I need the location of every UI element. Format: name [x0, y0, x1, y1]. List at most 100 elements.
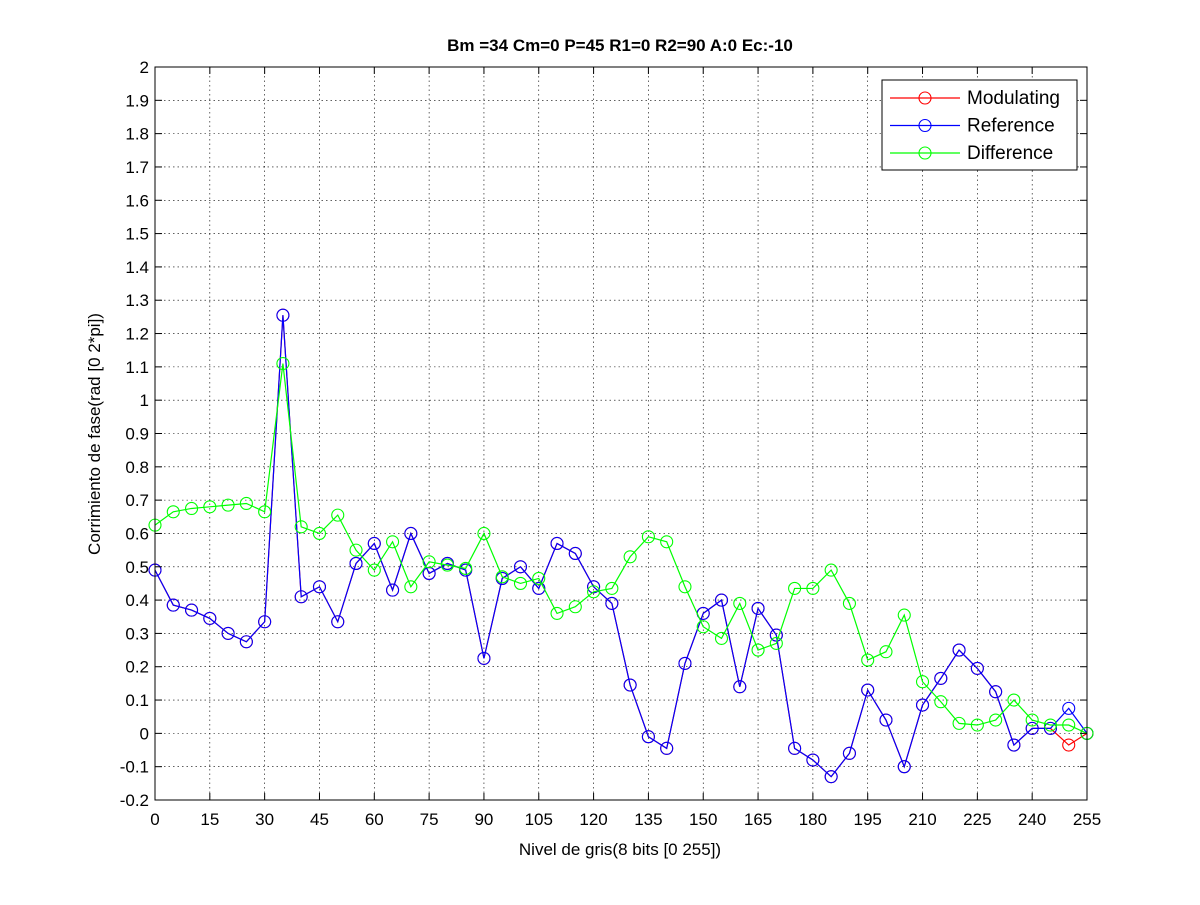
data-point-difference: [769, 636, 783, 650]
plot-area: [155, 67, 1087, 800]
data-point-difference: [824, 563, 838, 577]
x-tick-label: 225: [963, 810, 991, 829]
data-point-difference: [550, 606, 564, 620]
data-point-difference: [568, 600, 582, 614]
data-point-difference: [440, 558, 454, 572]
data-point-reference: [824, 770, 838, 784]
x-tick-label: 135: [634, 810, 662, 829]
y-tick-label: 1.8: [125, 125, 149, 144]
data-point-difference: [587, 585, 601, 599]
data-point-reference: [788, 741, 802, 755]
data-point-difference: [1007, 693, 1021, 707]
data-point-difference: [331, 508, 345, 522]
data-point-difference: [806, 581, 820, 595]
data-point-reference: [203, 611, 217, 625]
x-tick-label: 75: [420, 810, 439, 829]
data-point-reference: [312, 580, 327, 594]
data-point-reference: [733, 680, 747, 694]
data-point-difference: [349, 543, 363, 557]
data-point-reference: [349, 556, 363, 570]
data-point-difference: [404, 580, 418, 594]
data-point-difference: [184, 501, 199, 516]
data-point-reference: [477, 651, 491, 665]
data-point-reference: [568, 546, 582, 560]
data-point-reference: [861, 683, 875, 697]
y-tick-label: 0.3: [125, 624, 149, 643]
data-point-difference: [513, 576, 528, 590]
y-tick-label: 1.1: [125, 358, 149, 377]
data-point-reference: [587, 580, 601, 594]
data-point-difference: [970, 718, 984, 732]
y-tick-label: 0.1: [125, 691, 149, 710]
y-tick-label: -0.2: [120, 791, 149, 810]
y-tick-label: 0.5: [125, 558, 149, 577]
x-tick-label: 240: [1018, 810, 1046, 829]
x-tick-label: 0: [150, 810, 159, 829]
data-point-reference: [258, 615, 272, 629]
data-point-modulating: [1062, 738, 1076, 752]
data-point-difference: [221, 498, 235, 512]
data-point-reference: [404, 526, 418, 541]
data-point-reference: [386, 583, 400, 597]
data-point-difference: [294, 520, 308, 534]
data-point-reference: [623, 678, 637, 692]
y-tick-label: 0.8: [125, 458, 149, 477]
data-point-difference: [258, 505, 272, 519]
data-point-reference: [1007, 738, 1021, 752]
y-tick-label: 1.7: [125, 158, 149, 177]
data-point-reference: [513, 560, 528, 574]
data-point-reference: [879, 713, 893, 727]
y-tick-label: 1.2: [125, 325, 149, 344]
y-tick-label: 0.9: [125, 425, 149, 444]
data-point-difference: [660, 535, 674, 549]
y-tick-label: 1.9: [125, 91, 149, 110]
legend: Modulating Reference Difference: [881, 79, 1078, 171]
data-point-difference: [623, 550, 637, 564]
x-tick-label: 45: [310, 810, 329, 829]
y-tick-label: 1.6: [125, 191, 149, 210]
data-point-difference: [495, 570, 509, 584]
data-point-reference: [660, 741, 674, 755]
x-tick-label: 195: [854, 810, 882, 829]
data-point-difference: [605, 581, 619, 595]
y-tick-label: -0.1: [120, 758, 149, 777]
x-axis-label: Nivel de gris(8 bits [0 255]): [519, 840, 721, 859]
data-point-difference: [861, 653, 875, 667]
data-point-reference: [970, 661, 984, 675]
data-point-reference: [221, 626, 235, 640]
x-tick-label: 120: [579, 810, 607, 829]
data-point-reference: [532, 581, 546, 595]
x-tick-label: 180: [799, 810, 827, 829]
data-point-reference: [166, 598, 180, 612]
legend-marker: [918, 146, 932, 160]
data-point-difference: [788, 581, 802, 595]
data-point-difference: [459, 561, 473, 575]
data-point-reference: [989, 685, 1003, 699]
y-tick-label: 0.2: [125, 658, 149, 677]
legend-label: Reference: [967, 116, 1055, 137]
data-point-difference: [1025, 713, 1039, 727]
data-point-difference: [532, 571, 546, 585]
data-point-reference: [806, 753, 820, 767]
axis-ticks: 0 15 30 45 60 75 90 105 120 135 150 165 180 195 210 225…: [120, 58, 1101, 829]
data-point-difference: [386, 535, 400, 549]
x-tick-label: 210: [908, 810, 936, 829]
data-point-reference: [678, 656, 692, 670]
y-tick-label: 0.6: [125, 524, 149, 543]
data-point-reference: [605, 596, 619, 610]
data-point-reference: [1025, 721, 1039, 735]
legend-marker: [918, 118, 932, 133]
legend-marker: [918, 91, 932, 105]
data-point-difference: [897, 608, 911, 622]
data-point-reference: [897, 760, 911, 774]
data-point-difference: [952, 716, 966, 730]
legend-entry-modulating: Modulating: [890, 88, 1060, 109]
data-point-difference: [714, 631, 729, 645]
data-point-reference: [934, 671, 948, 685]
data-point-difference: [989, 713, 1003, 727]
y-tick-label: 0.7: [125, 491, 149, 510]
data-point-reference: [1062, 701, 1076, 715]
x-tick-label: 15: [200, 810, 219, 829]
y-tick-label: 1.4: [125, 258, 149, 277]
